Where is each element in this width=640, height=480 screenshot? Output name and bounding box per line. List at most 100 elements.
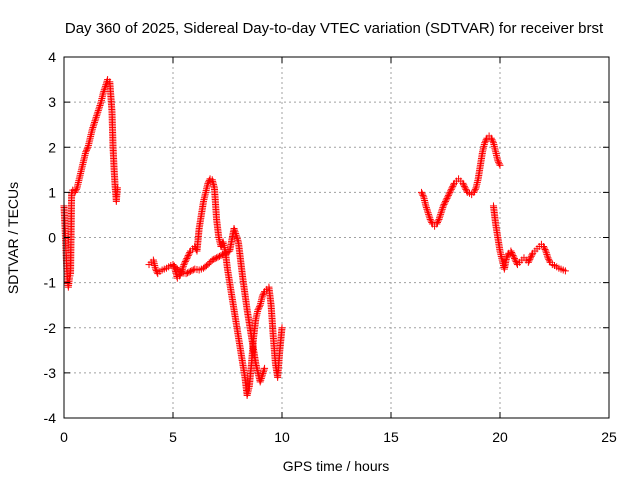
data-point-fill: [528, 251, 536, 259]
data-point-fill: [513, 259, 521, 267]
data-point-fill: [512, 258, 520, 266]
data-point-fill: [438, 205, 446, 213]
data-point-fill: [89, 122, 97, 130]
data-point-fill: [258, 373, 266, 381]
data-point-fill: [418, 190, 426, 198]
data-point: [540, 243, 548, 251]
data-point-fill: [95, 103, 103, 111]
data-point-fill: [504, 251, 512, 259]
data-point-fill: [488, 136, 496, 144]
x-tick-label: 20: [492, 429, 508, 445]
y-axis-tick-labels: -4 -3 -2 -1 0 1 2 3 4: [44, 49, 57, 426]
data-point-fill: [543, 250, 551, 258]
data-point: [437, 209, 445, 217]
data-point: [418, 188, 426, 196]
data-point: [503, 254, 511, 262]
data-point: [93, 112, 101, 120]
data-point-fill: [210, 255, 218, 263]
data-point: [169, 261, 177, 269]
data-point-fill: [260, 289, 268, 297]
data-point-fill: [426, 214, 434, 222]
data-point-fill: [100, 86, 108, 94]
data-point-fill: [508, 249, 516, 257]
data-point: [542, 247, 550, 255]
data-point-fill: [425, 210, 433, 218]
data-point: [71, 188, 79, 196]
data-point-fill: [449, 182, 457, 190]
data-point-fill: [436, 212, 444, 220]
data-point: [256, 378, 264, 386]
data-point: [182, 256, 190, 264]
data-point-fill: [460, 182, 468, 190]
data-point: [442, 197, 449, 205]
x-axis-tick-labels: 0 5 10 15 20 25: [60, 429, 617, 445]
data-point-fill: [460, 181, 468, 189]
data-point: [426, 215, 434, 223]
data-point-fill: [255, 304, 263, 312]
data-point: [258, 292, 266, 300]
data-point: [444, 193, 452, 201]
grid-lines: [64, 57, 609, 418]
data-point: [254, 306, 262, 314]
data-point-fill: [540, 244, 548, 252]
data-point: [213, 254, 221, 262]
data-point-fill: [495, 158, 503, 166]
y-tick-label: 4: [48, 49, 56, 65]
data-point-fill: [447, 185, 455, 193]
data-point-fill: [259, 368, 267, 376]
data-point: [230, 224, 238, 232]
data-point-fill: [541, 246, 549, 254]
data-point-fill: [185, 268, 193, 276]
data-point-fill: [440, 200, 448, 208]
data-point: [91, 118, 99, 126]
data-point-fill: [489, 137, 497, 145]
data-point: [278, 324, 286, 332]
y-tick-label: 0: [48, 230, 56, 246]
data-point-fill: [442, 196, 450, 204]
x-tick-label: 10: [274, 429, 290, 445]
data-point-fill: [439, 204, 447, 212]
data-point-fill: [92, 113, 100, 121]
data-point: [439, 202, 447, 210]
data-point-fill: [545, 257, 553, 265]
data-point: [152, 265, 160, 273]
data-point: [461, 184, 469, 192]
data-point: [446, 188, 454, 196]
data-point: [204, 261, 212, 269]
data-point: [180, 261, 188, 269]
data-point-fill: [471, 185, 479, 193]
data-point-fill: [232, 231, 240, 239]
data-point: [494, 157, 502, 165]
y-tick-label: -1: [44, 275, 57, 291]
data-point: [524, 258, 532, 266]
data-point: [448, 184, 456, 192]
data-point-fill: [434, 217, 442, 225]
data-point-fill: [471, 187, 479, 195]
data-point-fill: [527, 252, 535, 260]
data-point: [527, 254, 535, 262]
data-point-fill: [179, 262, 187, 270]
data-point-fill: [542, 249, 550, 257]
data-point: [511, 256, 519, 264]
data-point-fill: [438, 207, 446, 215]
data-point-fill: [223, 249, 231, 257]
x-tick-label: 15: [383, 429, 399, 445]
data-point-fill: [503, 252, 511, 260]
data-point-fill: [425, 212, 433, 220]
data-point-fill: [211, 255, 219, 263]
data-point: [186, 267, 194, 275]
x-axis-label: GPS time / hours: [283, 458, 390, 474]
data-point: [470, 188, 478, 196]
data-point: [509, 252, 517, 260]
data-point: [261, 364, 269, 372]
data-point-fill: [422, 204, 430, 212]
data-point: [561, 267, 569, 275]
data-point-fill: [185, 250, 193, 258]
data-point-fill: [462, 185, 470, 193]
data-point-fill: [434, 218, 442, 226]
data-point-fill: [83, 146, 91, 154]
data-point-fill: [152, 267, 160, 275]
data-point: [496, 161, 504, 169]
chart-title: Day 360 of 2025, Sidereal Day-to-day VTE…: [65, 20, 604, 37]
x-tick-label: 0: [60, 429, 68, 445]
